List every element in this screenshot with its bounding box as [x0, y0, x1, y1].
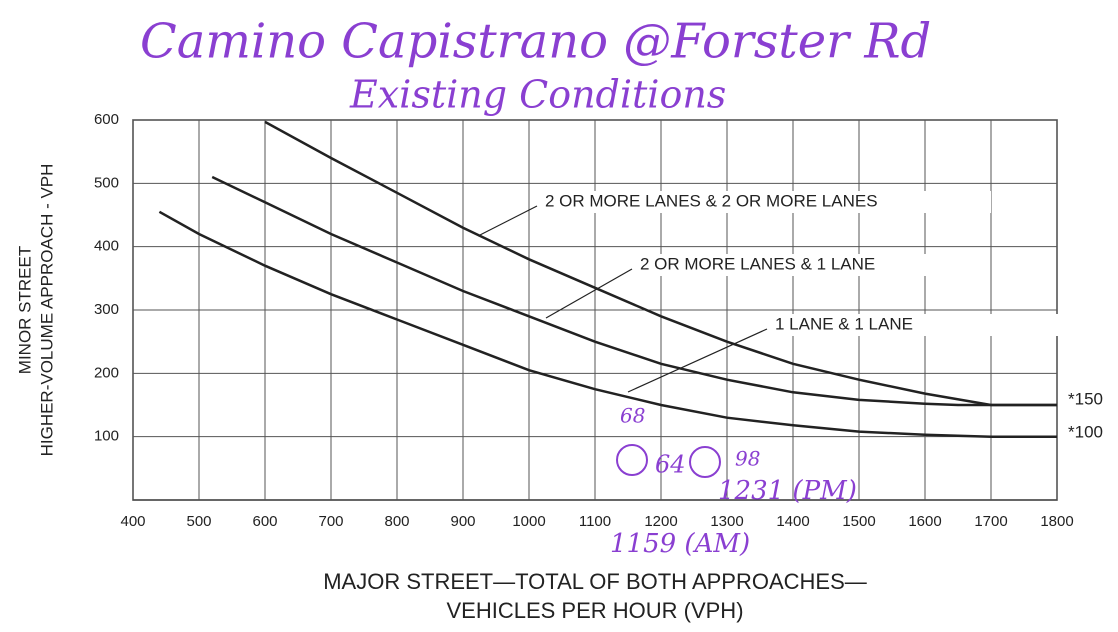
leader-line — [477, 205, 538, 237]
series-line — [158, 210, 1057, 438]
label-bg — [541, 191, 991, 213]
annotation: 98 — [735, 447, 760, 471]
x-tick-label: 1500 — [842, 513, 875, 530]
label-bg — [771, 314, 1096, 336]
x-tick-label: 1300 — [710, 513, 743, 530]
x-tick-label: 600 — [252, 513, 277, 530]
x-axis-label: MAJOR STREET—TOTAL OF BOTH APPROACHES— — [323, 569, 867, 594]
x-tick-label: 1700 — [974, 513, 1007, 530]
x-tick-label: 1000 — [512, 513, 545, 530]
chart-title: Camino Capistrano @Forster Rd — [140, 14, 931, 70]
y-tick-label: 200 — [94, 364, 119, 381]
label-bg — [636, 254, 961, 276]
series-line — [211, 175, 1057, 407]
x-tick-label: 1200 — [644, 513, 677, 530]
legend-label: 2 OR MORE LANES & 1 LANE — [640, 254, 875, 273]
leader-line — [627, 328, 768, 393]
x-tick-label: 1600 — [908, 513, 941, 530]
y-tick-label: 600 — [94, 111, 119, 128]
x-tick-label: 1400 — [776, 513, 809, 530]
annotation: 1159 (AM) — [610, 529, 750, 559]
annotation: 64 — [655, 451, 686, 479]
x-tick-label: 400 — [120, 513, 145, 530]
hand-circle — [616, 444, 648, 476]
x-tick-label: 800 — [384, 513, 409, 530]
annotation: *100 — [1068, 422, 1103, 441]
x-tick-label: 700 — [318, 513, 343, 530]
y-axis-label: MINOR STREET — [15, 246, 34, 374]
annotation: 1231 (PM) — [718, 476, 857, 506]
annotation: 68 — [620, 404, 645, 428]
chart-subtitle: Existing Conditions — [349, 73, 726, 117]
y-tick-label: 400 — [94, 238, 119, 255]
x-tick-label: 900 — [450, 513, 475, 530]
leader-line — [545, 268, 633, 319]
x-tick-label: 500 — [186, 513, 211, 530]
legend-label: 1 LANE & 1 LANE — [775, 314, 913, 333]
x-tick-label: 1800 — [1040, 513, 1073, 530]
hand-circle — [689, 446, 721, 478]
y-tick-label: 300 — [94, 301, 119, 318]
y-axis-label: HIGHER-VOLUME APPROACH - VPH — [37, 164, 56, 457]
x-tick-label: 1100 — [579, 513, 611, 530]
legend-label: 2 OR MORE LANES & 2 OR MORE LANES — [545, 191, 878, 210]
annotation: *150 — [1068, 389, 1103, 408]
y-tick-label: 100 — [94, 428, 119, 445]
y-tick-label: 500 — [94, 174, 119, 191]
x-axis-label: VEHICLES PER HOUR (VPH) — [446, 598, 743, 623]
series-line — [264, 120, 1057, 407]
